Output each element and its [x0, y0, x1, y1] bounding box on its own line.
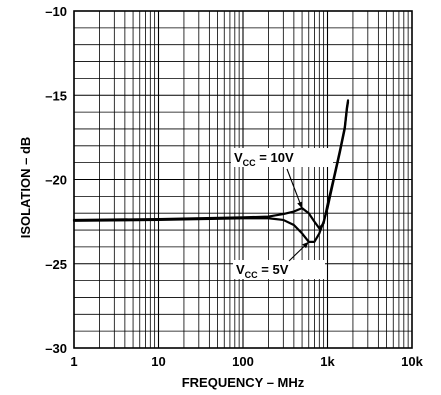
y-tick-labels: –10 –15 –20 –25 –30	[45, 4, 67, 356]
x-tick-label: 100	[232, 354, 254, 369]
x-tick-labels: 1 10 100 1k 10k	[70, 354, 423, 369]
annotation-backdrop	[231, 148, 333, 167]
series-annotation-label: VCC = 5V	[236, 262, 289, 280]
annotation-rest: = 10V	[256, 150, 294, 165]
x-tick-label: 1	[70, 354, 77, 369]
y-tick-label: –25	[45, 257, 67, 272]
annotation-subscript: CC	[245, 270, 258, 280]
annotation-rest: = 5V	[258, 262, 289, 277]
y-tick-label: –20	[45, 173, 67, 188]
y-tick-label: –30	[45, 341, 67, 356]
plot-frame	[73, 10, 413, 349]
annotation-subscript: CC	[243, 158, 256, 168]
series-annotation-label: VCC = 10V	[234, 150, 294, 168]
x-tick-label: 10	[151, 354, 165, 369]
annotation-arrowhead	[302, 241, 309, 249]
annotation-leader-line	[286, 168, 303, 209]
series-layer	[72, 99, 350, 243]
annotation-main: V	[236, 262, 245, 277]
grid	[73, 10, 412, 349]
y-tick-label: –10	[45, 4, 67, 19]
series-line-vcc-5v	[72, 100, 350, 243]
y-tick-label: –15	[45, 88, 67, 103]
x-axis-title: FREQUENCY – MHz	[182, 375, 305, 390]
x-tick-label: 1k	[320, 354, 335, 369]
annotation-arrowhead	[297, 201, 303, 209]
annotation-main: V	[234, 150, 243, 165]
x-tick-label: 10k	[401, 354, 423, 369]
y-axis-title: ISOLATION – dB	[18, 137, 33, 239]
annotation-backdrop	[233, 260, 325, 279]
